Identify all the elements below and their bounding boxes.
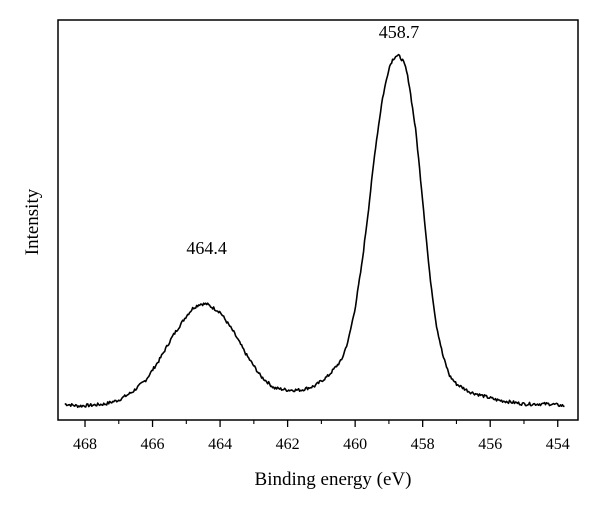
x-tick-label: 462 [276, 436, 300, 453]
x-tick-label: 454 [546, 436, 570, 453]
x-axis-ticks [84, 420, 559, 427]
peak-label: 458.7 [379, 22, 420, 42]
plot-frame [57, 19, 579, 421]
x-axis-label: Binding energy (eV) [255, 469, 412, 490]
peak-label: 464.4 [186, 238, 227, 258]
x-tick-label: 464 [208, 436, 232, 453]
x-tick-label: 456 [478, 436, 502, 453]
x-axis-tick-labels: 468 466 464 462 460 458 456 454 [73, 436, 570, 453]
x-tick-label: 468 [73, 436, 97, 453]
peak-annotations: 464.4 458.7 [186, 22, 419, 258]
series-line [64, 53, 565, 409]
y-axis-label: Intensity [22, 188, 43, 255]
x-tick-label: 460 [343, 436, 367, 453]
x-tick-label: 466 [141, 436, 165, 453]
x-tick-label: 458 [411, 436, 435, 453]
